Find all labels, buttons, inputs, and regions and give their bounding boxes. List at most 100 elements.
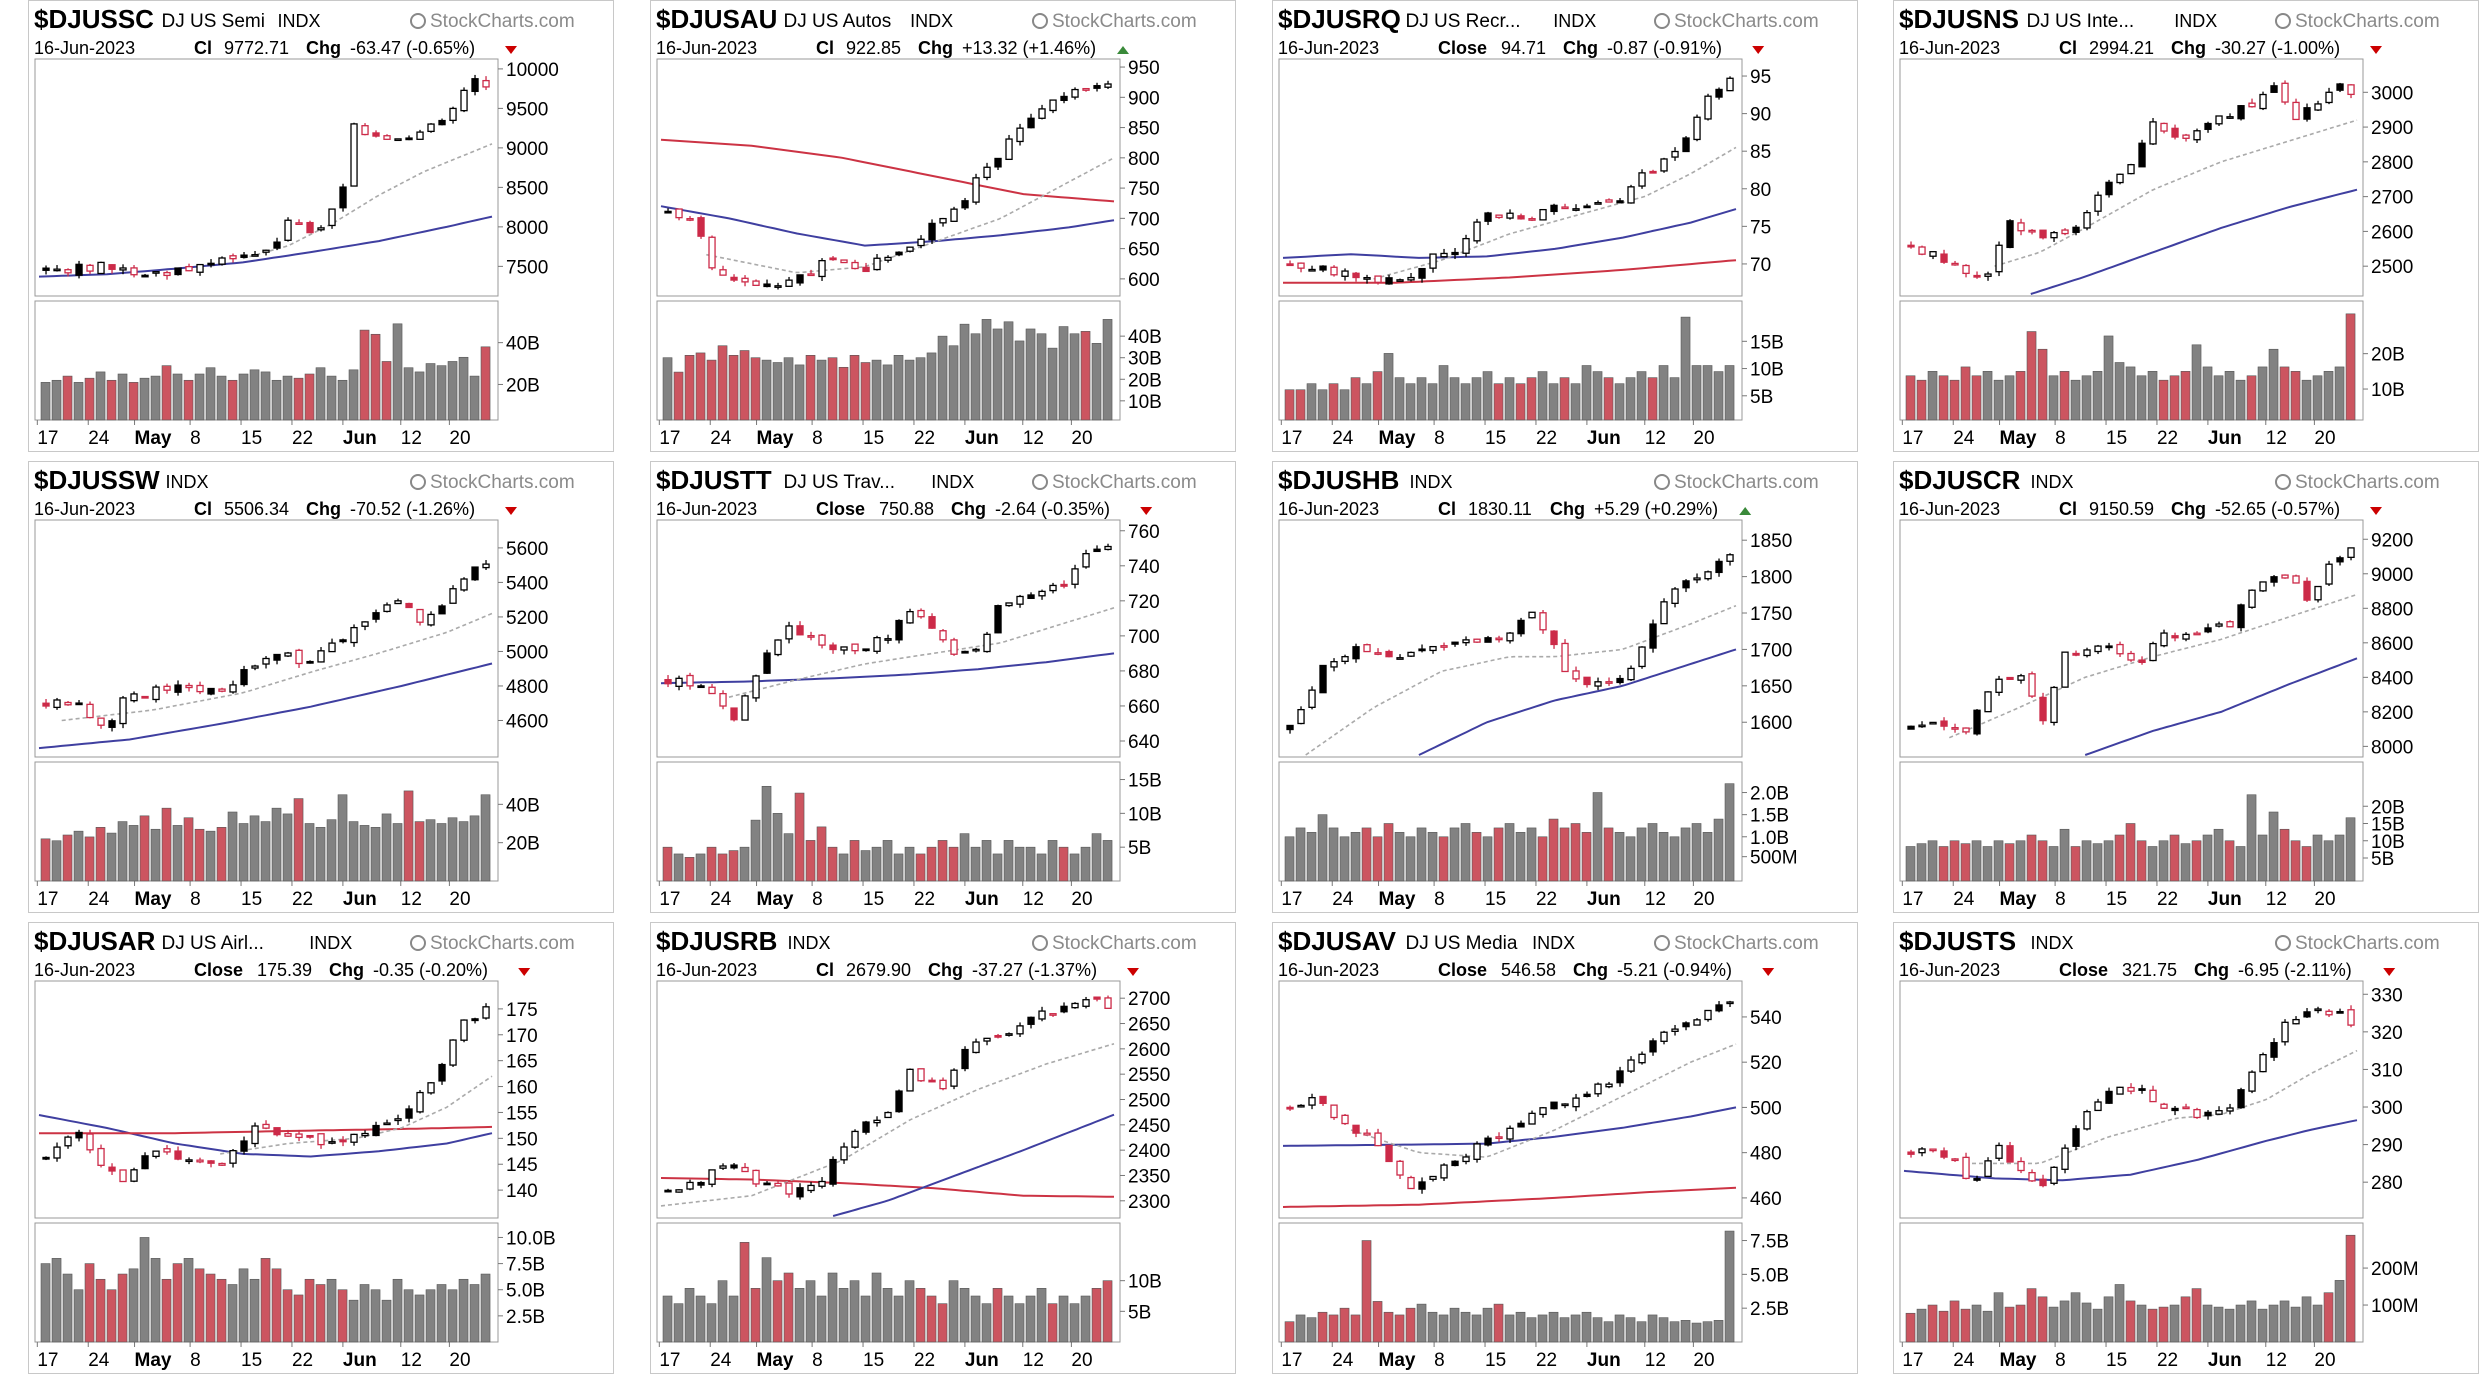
candle-body bbox=[1995, 678, 2003, 693]
volume-bar bbox=[706, 846, 717, 882]
candle-body bbox=[840, 259, 848, 264]
volume-bar bbox=[1916, 1308, 1927, 1343]
y-tick-label: 9500 bbox=[506, 99, 548, 120]
candle bbox=[1352, 643, 1360, 663]
candle bbox=[1929, 251, 1937, 260]
volume-bar bbox=[871, 846, 882, 882]
y-tick-label: 2800 bbox=[2371, 153, 2413, 174]
volume-bar bbox=[695, 1295, 706, 1343]
volume-bar bbox=[227, 379, 238, 421]
candle bbox=[928, 219, 936, 244]
candle bbox=[196, 681, 204, 695]
candle bbox=[372, 609, 380, 623]
candle-body bbox=[141, 695, 149, 699]
volume-bar bbox=[992, 1288, 1003, 1343]
x-tick-label: Jun bbox=[965, 1350, 999, 1371]
x-tick-label: May bbox=[1379, 889, 1416, 910]
candle bbox=[1093, 545, 1101, 553]
volume-bar bbox=[1938, 375, 1949, 421]
volume-bar bbox=[970, 846, 981, 882]
candle bbox=[2303, 103, 2311, 122]
candle bbox=[763, 279, 771, 288]
volume-tick-label: 500M bbox=[1750, 848, 1798, 869]
candle bbox=[1005, 1032, 1013, 1037]
volume-bar bbox=[260, 371, 271, 421]
x-tick-label: 20 bbox=[1071, 428, 1092, 449]
x-tick-label: 17 bbox=[1281, 1350, 1302, 1371]
candle-body bbox=[1995, 1144, 2003, 1159]
candle-body bbox=[862, 1121, 870, 1133]
candle-body bbox=[2127, 164, 2135, 175]
candle-body bbox=[1451, 1160, 1459, 1167]
x-tick-label: Jun bbox=[965, 889, 999, 910]
volume-bar bbox=[117, 821, 128, 882]
volume-bar bbox=[128, 825, 139, 882]
candle bbox=[961, 650, 969, 654]
x-tick-label: 20 bbox=[449, 889, 470, 910]
x-tick-label: 12 bbox=[2266, 1350, 2287, 1371]
chart-panel: $DJUSAV DJ US Media INDX StockCharts.com16-… bbox=[1272, 922, 1858, 1374]
source-watermark: StockCharts.com bbox=[1032, 11, 1197, 32]
candle-body bbox=[972, 1041, 980, 1054]
y-tick-label: 720 bbox=[1128, 592, 1160, 613]
candle-body bbox=[1583, 676, 1591, 686]
volume-bar bbox=[106, 1289, 117, 1343]
candle-body bbox=[1352, 646, 1360, 660]
candle bbox=[97, 1144, 105, 1168]
volume-bar bbox=[2334, 366, 2345, 421]
volume-bar bbox=[2224, 1308, 2235, 1343]
candle bbox=[1671, 147, 1679, 161]
candle-body bbox=[906, 246, 914, 252]
source-label: StockCharts.com bbox=[1052, 933, 1197, 954]
source-icon bbox=[2275, 474, 2291, 490]
candle bbox=[1539, 208, 1547, 221]
candle bbox=[1929, 1148, 1937, 1153]
candle bbox=[1682, 579, 1690, 593]
volume-bar bbox=[860, 1295, 871, 1343]
candle bbox=[1297, 1104, 1305, 1108]
candle bbox=[1561, 203, 1569, 210]
volume-bar bbox=[1493, 1303, 1504, 1343]
candle-body bbox=[2138, 142, 2146, 168]
candle-body bbox=[1907, 244, 1915, 248]
volume-bar bbox=[2059, 828, 2070, 882]
candle-body bbox=[1495, 214, 1503, 219]
candle-body bbox=[2303, 107, 2311, 120]
price-plot-frame bbox=[1278, 58, 1743, 297]
candle bbox=[317, 647, 325, 663]
candle-body bbox=[1407, 651, 1415, 657]
candle bbox=[1462, 636, 1470, 646]
volume-bar bbox=[1993, 379, 2004, 421]
candle-body bbox=[1973, 274, 1981, 278]
volume-bar bbox=[1537, 836, 1548, 882]
volume-bar bbox=[1971, 840, 1982, 882]
candle-body bbox=[2182, 1106, 2190, 1110]
candle-body bbox=[53, 1146, 61, 1159]
candle-body bbox=[1462, 1156, 1470, 1163]
candle-body bbox=[741, 277, 749, 283]
candle bbox=[1060, 580, 1068, 589]
volume-bar bbox=[1317, 389, 1328, 421]
candle bbox=[2182, 1103, 2190, 1110]
candle-body bbox=[1286, 1106, 1294, 1110]
candle bbox=[295, 219, 303, 225]
source-icon bbox=[1654, 474, 1670, 490]
candle bbox=[2314, 100, 2322, 112]
volume-bar bbox=[436, 1284, 447, 1343]
candle bbox=[1973, 1175, 1981, 1182]
volume-bar bbox=[249, 369, 260, 421]
volume-bar bbox=[1058, 326, 1069, 421]
source-label: StockCharts.com bbox=[2295, 472, 2440, 493]
candle-body bbox=[2105, 1090, 2113, 1104]
candle-body bbox=[1286, 724, 1294, 731]
x-tick-label: 24 bbox=[710, 889, 732, 910]
candle bbox=[1016, 123, 1024, 146]
candle-body bbox=[328, 642, 336, 653]
x-tick-label: 22 bbox=[1536, 889, 1557, 910]
candle-body bbox=[1495, 1136, 1503, 1140]
candle-body bbox=[229, 1149, 237, 1164]
candle bbox=[185, 682, 193, 692]
x-tick-label: 8 bbox=[812, 1350, 823, 1371]
chart-symbol: $DJUSRQ bbox=[1278, 4, 1401, 34]
x-tick-label: 8 bbox=[2055, 1350, 2066, 1371]
